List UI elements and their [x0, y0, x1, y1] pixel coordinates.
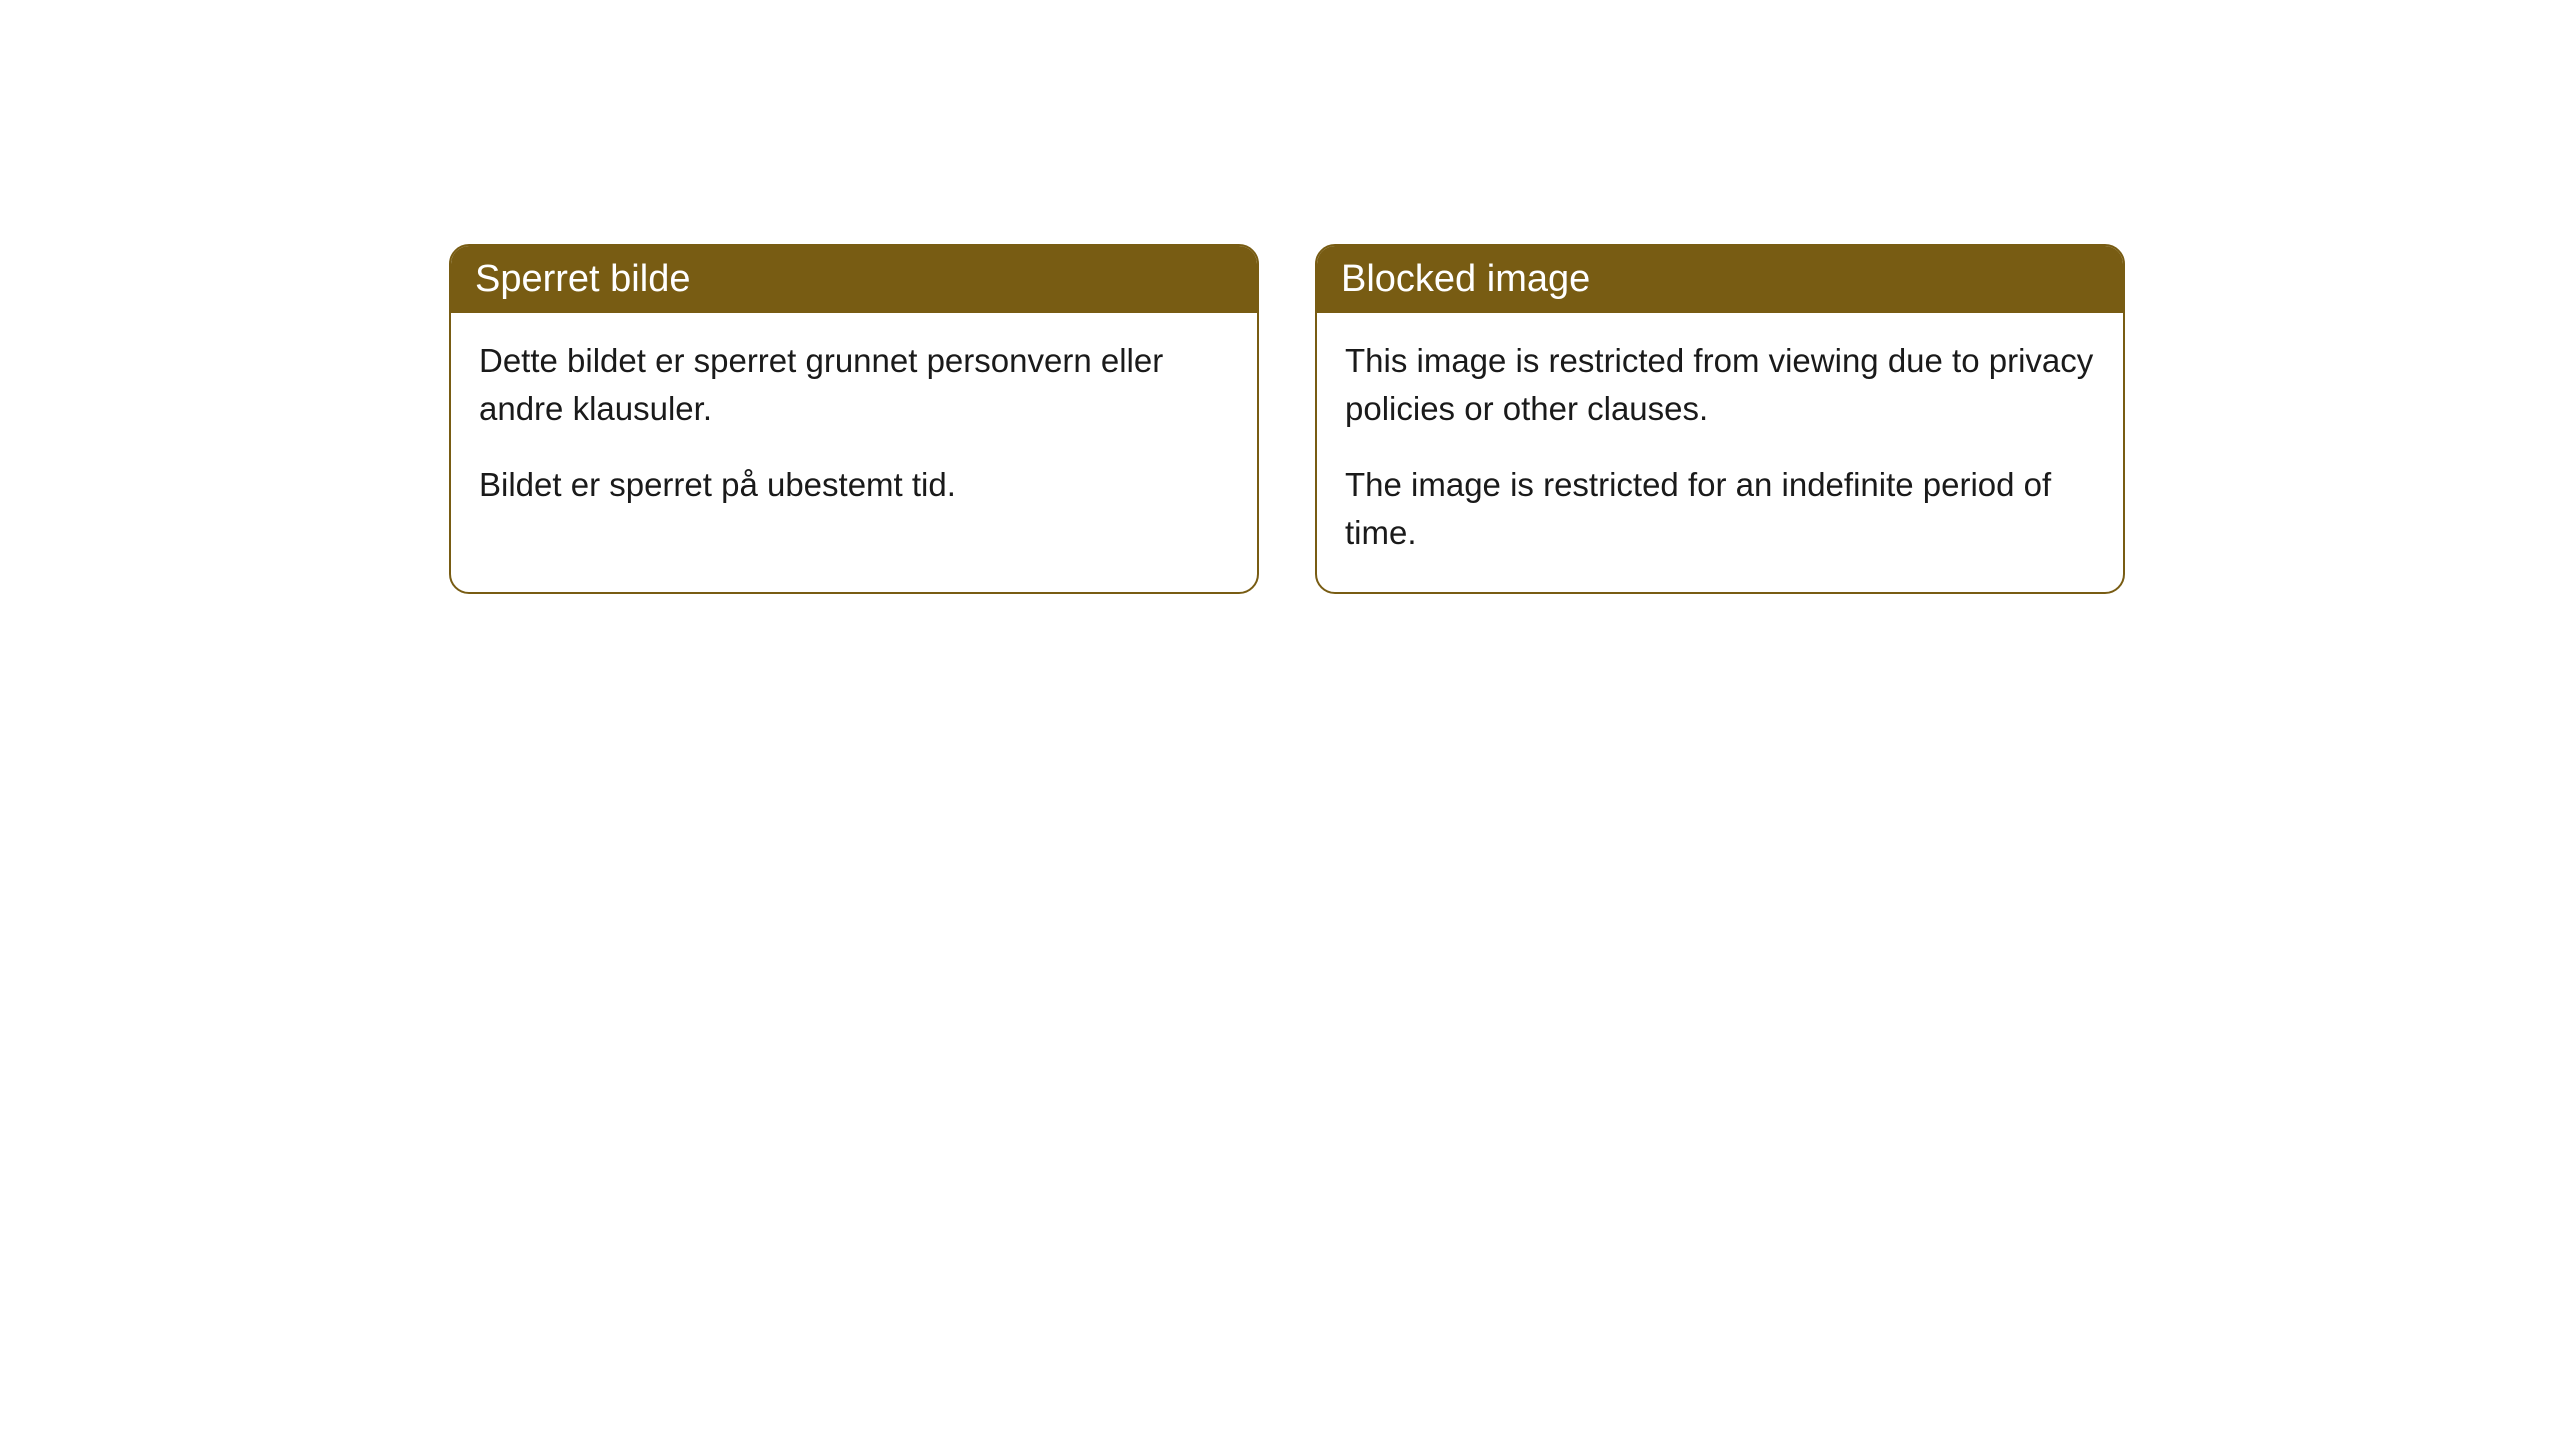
- notice-paragraph: This image is restricted from viewing du…: [1345, 337, 2095, 433]
- notice-paragraph: Bildet er sperret på ubestemt tid.: [479, 461, 1229, 509]
- notice-paragraph: Dette bildet er sperret grunnet personve…: [479, 337, 1229, 433]
- notice-title-english: Blocked image: [1341, 258, 1590, 300]
- notice-title-norwegian: Sperret bilde: [475, 258, 690, 300]
- notice-header-english: Blocked image: [1317, 246, 2123, 313]
- notice-container: Sperret bilde Dette bildet er sperret gr…: [0, 0, 2560, 594]
- notice-card-english: Blocked image This image is restricted f…: [1315, 244, 2125, 594]
- notice-body-english: This image is restricted from viewing du…: [1317, 313, 2123, 592]
- notice-paragraph: The image is restricted for an indefinit…: [1345, 461, 2095, 557]
- notice-header-norwegian: Sperret bilde: [451, 246, 1257, 313]
- notice-body-norwegian: Dette bildet er sperret grunnet personve…: [451, 313, 1257, 545]
- notice-card-norwegian: Sperret bilde Dette bildet er sperret gr…: [449, 244, 1259, 594]
